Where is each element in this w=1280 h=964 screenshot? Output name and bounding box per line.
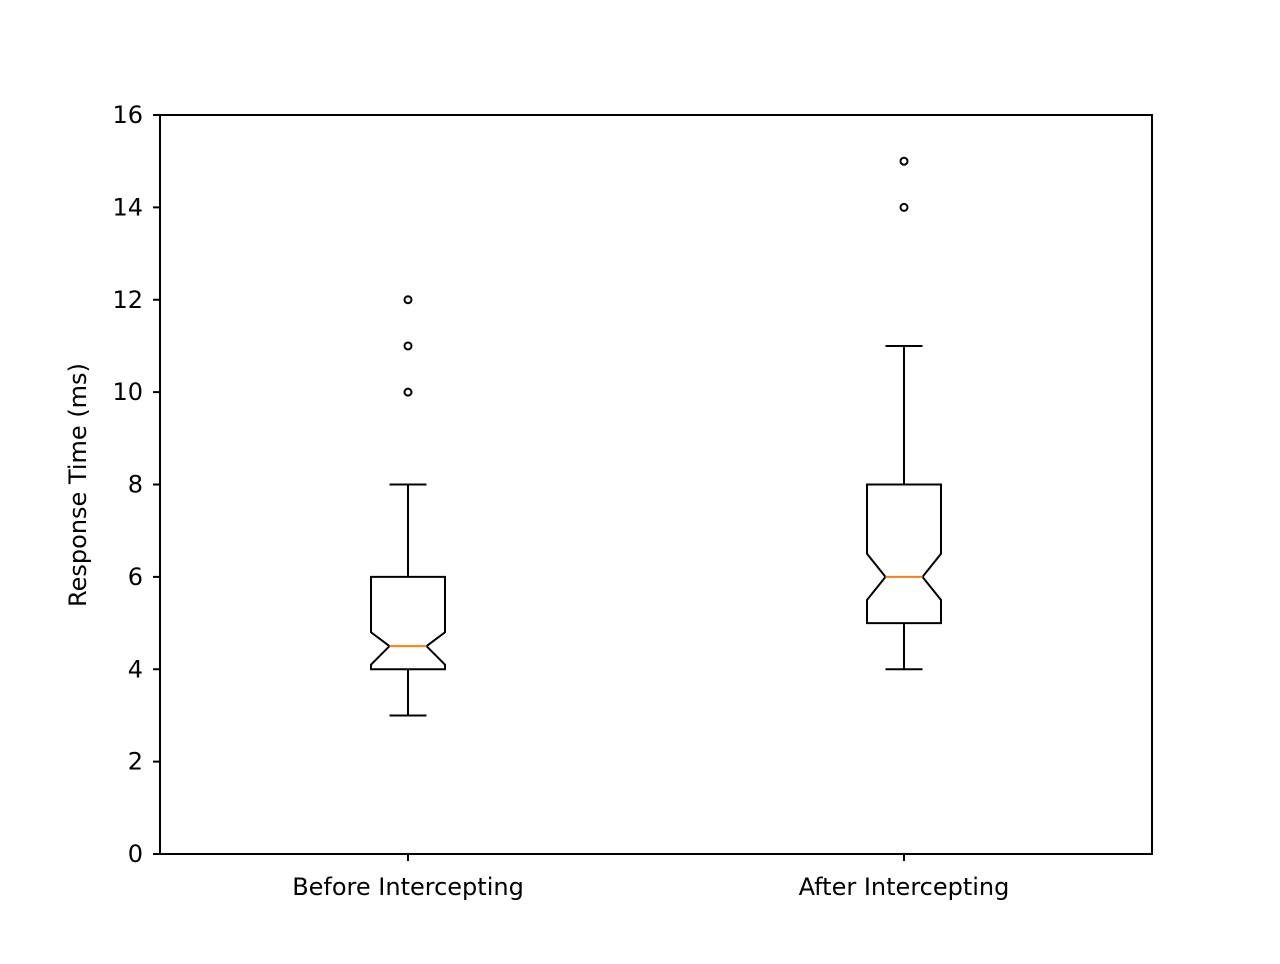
y-tick-label: 14	[112, 193, 143, 221]
outlier-point	[899, 156, 909, 166]
y-axis-label: Response Time (ms)	[64, 363, 92, 607]
outlier-point	[403, 295, 413, 305]
x-tick-label: Before Intercepting	[292, 873, 524, 901]
x-tick-label: After Intercepting	[799, 873, 1010, 901]
y-tick-label: 0	[128, 840, 143, 868]
y-tick-label: 6	[128, 563, 143, 591]
outlier-point	[403, 387, 413, 397]
notched-box	[370, 575, 446, 671]
axes-frame	[159, 114, 1153, 855]
y-tick-label: 12	[112, 286, 143, 314]
y-tick-label: 10	[112, 378, 143, 406]
y-tick-label: 16	[112, 101, 143, 129]
box-group-0	[370, 295, 446, 717]
y-tick-label: 4	[128, 655, 143, 683]
outlier-point	[899, 202, 909, 212]
axes: 0 2 4 6 8 10 12 14 16 Before Intercepting After In…	[112, 101, 1153, 901]
outlier-point	[403, 341, 413, 351]
y-tick-label: 8	[128, 471, 143, 499]
y-tick-label: 2	[128, 748, 143, 776]
box-group-1	[866, 156, 942, 671]
notched-box	[866, 483, 942, 625]
plot-area	[370, 156, 942, 717]
